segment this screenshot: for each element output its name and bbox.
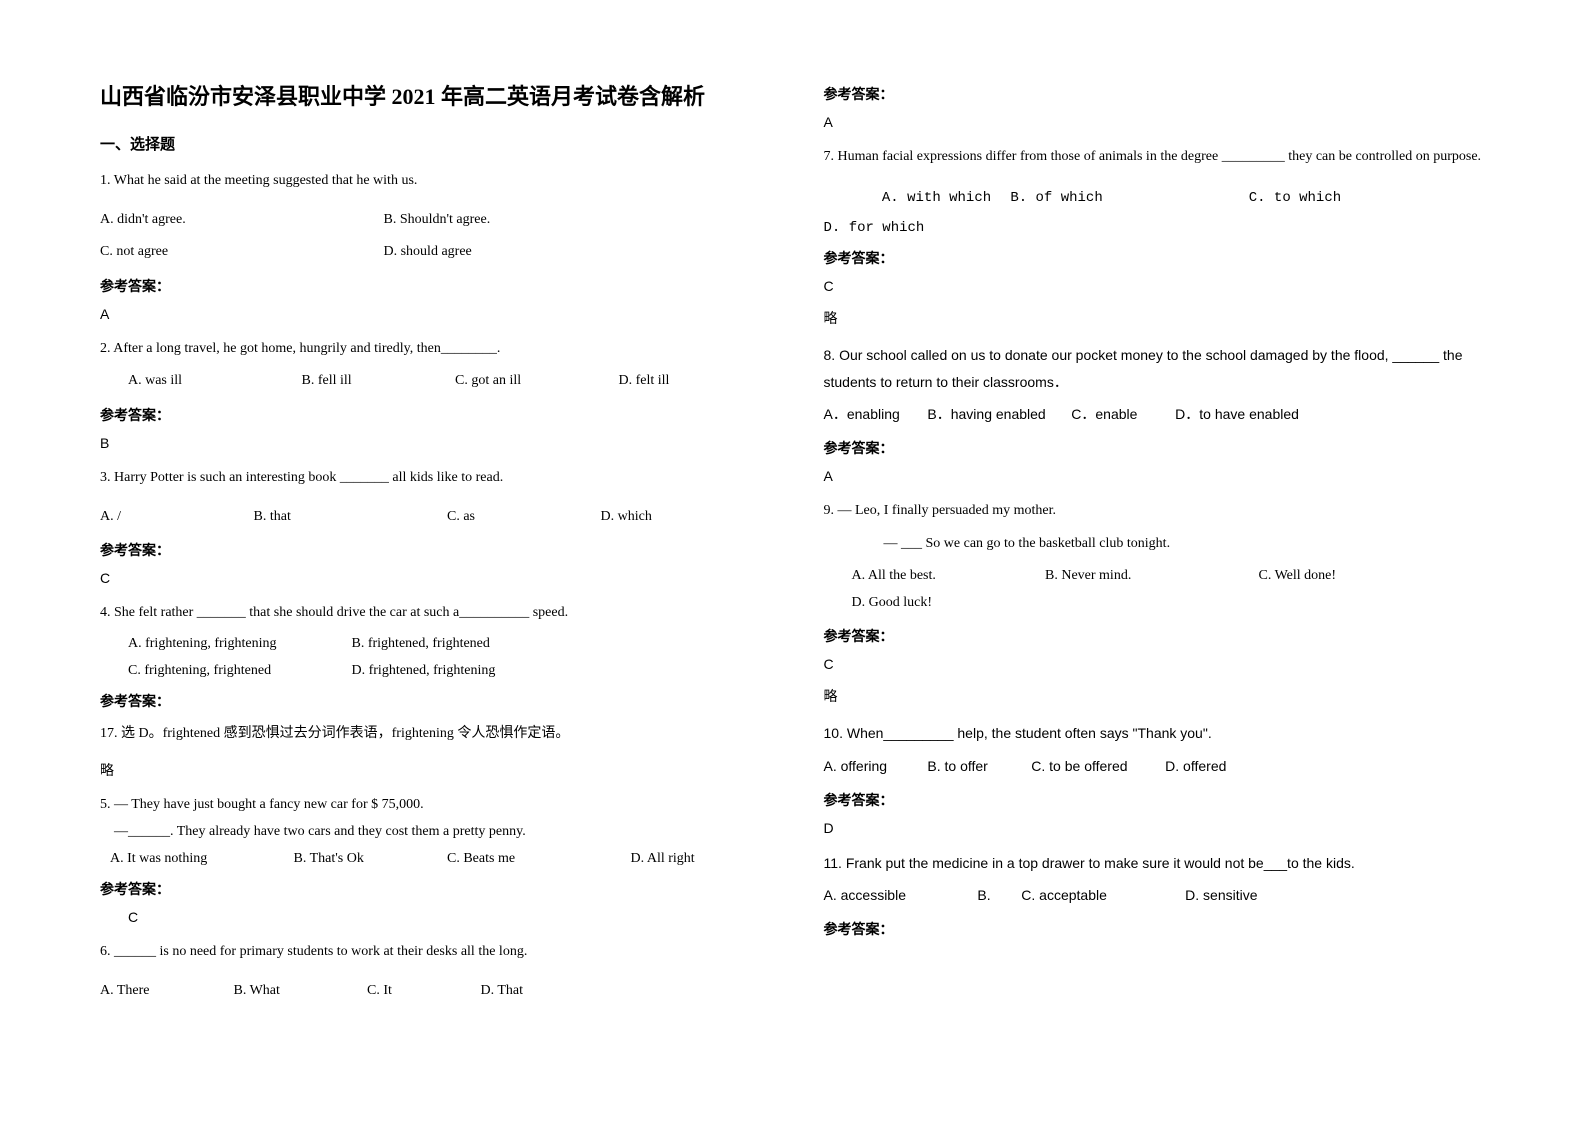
q1-text: 1. What he said at the meeting suggested… — [100, 168, 764, 195]
q8-opt-b: B．having enabled — [927, 401, 1067, 428]
q3-text: 3. Harry Potter is such an interesting b… — [100, 465, 764, 492]
q4-opt-c: C. frightening, frightened — [128, 660, 348, 681]
q7-answer-label: 参考答案： — [824, 248, 1488, 268]
q1-answer-label: 参考答案： — [100, 276, 764, 296]
q5-opt-c: C. Beats me — [447, 848, 627, 869]
q11-opt-a: A. accessible — [824, 882, 974, 909]
q10-answer-label: 参考答案： — [824, 790, 1488, 810]
q8-opt-a: A．enabling — [824, 401, 924, 428]
q6-opt-c: C. It — [367, 978, 417, 1005]
q2-answer-label: 参考答案： — [100, 405, 764, 425]
q5-opt-a: A. It was nothing — [110, 848, 290, 869]
exam-title: 山西省临汾市安泽县职业中学 2021 年高二英语月考试卷含解析 — [100, 80, 764, 113]
q5-opt-d: D. All right — [631, 848, 695, 869]
q4-explanation: 17. 选 D。frightened 感到恐惧过去分词作表语，frighteni… — [100, 721, 764, 746]
q11-opt-d: D. sensitive — [1185, 882, 1257, 909]
q2-text: 2. After a long travel, he got home, hun… — [100, 336, 764, 363]
q3-opt-b: B. that — [254, 504, 384, 531]
right-column: 参考答案： A 7. Human facial expressions diff… — [824, 80, 1488, 1082]
q11-answer-label: 参考答案： — [824, 919, 1488, 939]
q7-options: A. with which B. of which C. to which D.… — [824, 183, 1488, 245]
q6-answer: A — [824, 114, 1488, 130]
q6-text: 6. ______ is no need for primary student… — [100, 939, 764, 966]
q9-options: A. All the best. B. Never mind. C. Well … — [824, 563, 1488, 616]
q4-options-row2: C. frightening, frightened D. frightened… — [100, 660, 764, 681]
q6-opt-b: B. What — [234, 978, 304, 1005]
q5-opt-b: B. That's Ok — [294, 848, 444, 869]
q4-opt-a: A. frightening, frightening — [128, 633, 348, 654]
q7-opt-a: A. with which — [882, 183, 1002, 214]
q2-opt-a: A. was ill — [128, 368, 238, 395]
q4-text: 4. She felt rather _______ that she shou… — [100, 600, 764, 627]
q4-opt-d: D. frightened, frightening — [352, 660, 496, 681]
q9-opt-b: B. Never mind. — [1045, 563, 1195, 590]
q9-text2: — ___ So we can go to the basketball clu… — [824, 531, 1488, 558]
q5-options: A. It was nothing B. That's Ok C. Beats … — [100, 848, 764, 869]
q5-answer-label: 参考答案： — [100, 879, 764, 899]
q2-opt-d: D. felt ill — [619, 368, 670, 395]
q1-opt-a: A. didn't agree. — [100, 207, 380, 234]
q4-answer-label: 参考答案： — [100, 691, 764, 711]
q6-opt-a: A. There — [100, 978, 170, 1005]
q3-opt-a: A. / — [100, 504, 190, 531]
q3-opt-d: D. which — [601, 504, 652, 531]
q6-opt-d: D. That — [481, 978, 524, 1005]
q8-opt-c: C．enable — [1071, 401, 1171, 428]
q9-text1: 9. — Leo, I finally persuaded my mother. — [824, 498, 1488, 525]
q4-brief: 略 — [100, 760, 764, 780]
q6-answer-label: 参考答案： — [824, 84, 1488, 104]
q11-text: 11. Frank put the medicine in a top draw… — [824, 850, 1488, 877]
q11-opt-c: C. acceptable — [1021, 882, 1181, 909]
q1-opt-d: D. should agree — [384, 239, 664, 266]
q10-answer: D — [824, 820, 1488, 836]
q2-opt-b: B. fell ill — [302, 368, 392, 395]
q11-opt-b: B. — [977, 882, 1017, 909]
q1-opt-b: B. Shouldn't agree. — [384, 207, 664, 234]
q1-options-row1: A. didn't agree. B. Shouldn't agree. — [100, 207, 764, 234]
q8-options: A．enabling B．having enabled C．enable D．t… — [824, 401, 1488, 428]
q4-opt-b: B. frightened, frightened — [352, 633, 490, 654]
q7-opt-c: C. to which — [1249, 183, 1449, 214]
q10-opt-c: C. to be offered — [1031, 753, 1161, 780]
q2-options: A. was ill B. fell ill C. got an ill D. … — [100, 368, 764, 395]
q9-answer: C — [824, 656, 1488, 672]
q8-answer: A — [824, 468, 1488, 484]
q9-brief: 略 — [824, 686, 1488, 706]
q8-text: 8. Our school called on us to donate our… — [824, 342, 1488, 395]
q7-opt-b: B. of which — [1010, 183, 1240, 214]
q7-opt-d: D. for which — [824, 213, 925, 244]
q11-options: A. accessible B. C. acceptable D. sensit… — [824, 882, 1488, 909]
q2-answer: B — [100, 435, 764, 451]
q8-opt-d: D．to have enabled — [1175, 401, 1299, 428]
q6-options: A. There B. What C. It D. That — [100, 978, 764, 1005]
q10-text: 10. When_________ help, the student ofte… — [824, 720, 1488, 747]
q10-opt-d: D. offered — [1165, 753, 1226, 780]
q5-answer: C — [100, 909, 764, 925]
q9-answer-label: 参考答案： — [824, 626, 1488, 646]
q8-answer-label: 参考答案： — [824, 438, 1488, 458]
q1-options-row2: C. not agree D. should agree — [100, 239, 764, 266]
q7-answer: C — [824, 278, 1488, 294]
q3-options: A. / B. that C. as D. which — [100, 504, 764, 531]
q7-brief: 略 — [824, 308, 1488, 328]
q9-opt-d: D. Good luck! — [852, 590, 933, 617]
section-header: 一、选择题 — [100, 133, 764, 154]
q3-answer-label: 参考答案： — [100, 540, 764, 560]
left-column: 山西省临汾市安泽县职业中学 2021 年高二英语月考试卷含解析 一、选择题 1.… — [100, 80, 764, 1082]
q5-text1: 5. — They have just bought a fancy new c… — [100, 794, 764, 815]
q4-options-row1: A. frightening, frightening B. frightene… — [100, 633, 764, 654]
q7-text: 7. Human facial expressions differ from … — [824, 144, 1488, 171]
q5-text2: —______. They already have two cars and … — [100, 821, 764, 842]
q9-opt-a: A. All the best. — [852, 563, 982, 590]
q1-opt-c: C. not agree — [100, 239, 380, 266]
q10-options: A. offering B. to offer C. to be offered… — [824, 753, 1488, 780]
q2-opt-c: C. got an ill — [455, 368, 555, 395]
q3-opt-c: C. as — [447, 504, 537, 531]
q10-opt-a: A. offering — [824, 753, 924, 780]
q1-answer: A — [100, 306, 764, 322]
q10-opt-b: B. to offer — [927, 753, 1027, 780]
q9-opt-c: C. Well done! — [1259, 563, 1379, 590]
q3-answer: C — [100, 570, 764, 586]
